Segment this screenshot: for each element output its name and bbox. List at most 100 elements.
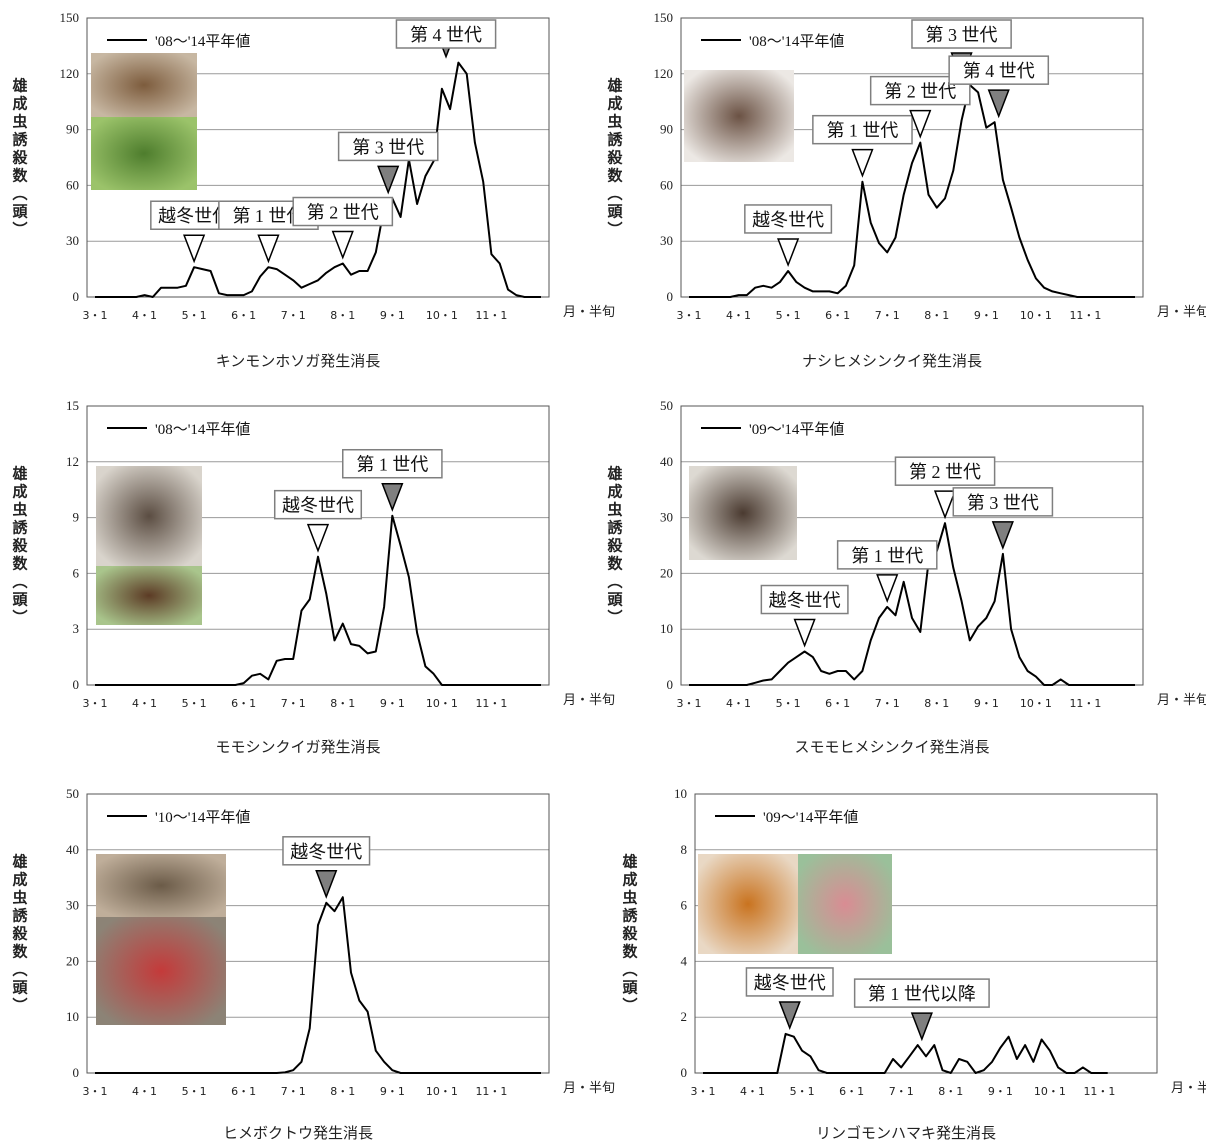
- x-tick-label: 4・1: [132, 309, 157, 322]
- y-tick-label: 30: [660, 510, 673, 525]
- y-axis-label-char: 頭: [12, 203, 28, 221]
- y-tick-label: 60: [660, 177, 673, 192]
- y-tick-label: 30: [66, 233, 79, 248]
- generation-label-box: [395, 19, 497, 49]
- y-tick-label: 3: [73, 621, 80, 636]
- generation-label: 越冬世代: [754, 973, 826, 993]
- generation-label: 越冬世代: [290, 842, 362, 862]
- x-tick-label: 8・1: [330, 697, 355, 710]
- x-tick-label: 3・1: [83, 309, 108, 322]
- x-tick-label: 10・1: [426, 1085, 458, 1098]
- x-tick-label: 8・1: [924, 309, 949, 322]
- y-axis-label-char: 数: [12, 555, 28, 573]
- y-tick-label: 90: [66, 122, 79, 137]
- x-tick-label: 6・1: [231, 697, 256, 710]
- x-tick-label: 6・1: [839, 1085, 864, 1098]
- open-triangle-marker: [257, 234, 280, 264]
- y-tick-label: 0: [681, 1065, 688, 1080]
- generation-label: 越冬世代: [752, 210, 824, 230]
- x-tick-label: 9・1: [974, 309, 999, 322]
- x-axis-unit-label: 月・半旬: [563, 693, 615, 708]
- x-tick-label: 9・1: [380, 697, 405, 710]
- plot-frame: [86, 17, 550, 298]
- y-tick-label: 60: [66, 177, 79, 192]
- open-triangle-marker: [793, 618, 816, 648]
- open-triangle-marker: [777, 238, 800, 268]
- x-tick-label: 4・1: [132, 697, 157, 710]
- y-axis-label-char: ︶: [606, 221, 622, 239]
- y-tick-label: 40: [660, 454, 673, 469]
- generation-label: 越冬世代: [158, 206, 230, 226]
- x-tick-label: 7・1: [875, 309, 900, 322]
- y-axis-label-char: 成: [12, 483, 27, 501]
- chart-title: リンゴモンハマキ発生消長: [816, 1124, 996, 1142]
- y-axis-label-char: 誘: [622, 907, 638, 925]
- y-axis-label-char: 雄: [11, 853, 27, 871]
- legend-label: '09～'14平年値: [763, 809, 858, 826]
- generation-label: 第 1 世代: [356, 455, 428, 475]
- generation-label-box: [836, 540, 938, 570]
- generation-label-box: [337, 131, 439, 162]
- chart-panel: 0 10 20 30 40 50 3・1 4・1 5・1 6・1 7・1 8・1 9・1 10・1 11・1…: [606, 398, 1206, 756]
- x-tick-label: 3・1: [691, 1085, 716, 1098]
- y-axis-label-char: 誘: [607, 131, 623, 149]
- chart-panel: 0 30 60 90 120 150 3・1 4・1 5・1 6・1 7・1 8・1 9・1 10・1 11…: [606, 10, 1206, 370]
- generation-label-box: [342, 448, 443, 479]
- x-tick-label: 3・1: [83, 697, 108, 710]
- generation-label-box: [745, 967, 834, 997]
- y-tick-label: 40: [66, 842, 79, 857]
- y-axis-label-char: 雄: [606, 465, 622, 483]
- y-axis-label-char: ︵: [11, 573, 27, 591]
- insect-photo: [798, 854, 892, 954]
- open-triangle-marker: [183, 234, 206, 264]
- y-axis-label-char: 虫: [607, 501, 622, 519]
- x-axis-unit-label: 月・半旬: [1171, 1081, 1206, 1096]
- open-triangle-marker: [933, 490, 957, 520]
- series-line: [689, 84, 1135, 298]
- filled-triangle-marker: [381, 482, 404, 512]
- generation-label-box: [952, 487, 1054, 517]
- x-tick-label: 5・1: [776, 309, 801, 322]
- generation-label: 第 1 世代: [826, 121, 898, 141]
- generation-label: 第 2 世代: [307, 203, 379, 223]
- x-tick-label: 7・1: [281, 309, 306, 322]
- y-tick-label: 8: [681, 842, 688, 857]
- chart-title: モモシンクイガ発生消長: [215, 738, 380, 756]
- y-axis-label-char: 虫: [12, 113, 27, 131]
- x-axis-unit-label: 月・半旬: [1157, 305, 1206, 320]
- plot-frame: [680, 17, 1144, 298]
- generation-label-box: [744, 204, 833, 234]
- y-axis-label-char: 虫: [622, 889, 637, 907]
- y-axis-label-char: 誘: [607, 519, 623, 537]
- insect-photo: [689, 466, 797, 560]
- y-axis-label-char: 殺: [11, 925, 28, 943]
- x-tick-label: 7・1: [889, 1085, 914, 1098]
- y-tick-label: 20: [66, 953, 79, 968]
- y-tick-label: 120: [60, 66, 80, 81]
- legend-label: '09～'14平年値: [749, 421, 844, 438]
- y-axis-label-char: 数: [607, 555, 623, 573]
- y-axis-label-char: 誘: [12, 519, 28, 537]
- plot-frame: [680, 405, 1144, 686]
- insect-photo: [684, 70, 794, 162]
- open-triangle-marker: [331, 230, 354, 260]
- open-triangle-marker: [909, 109, 932, 139]
- x-tick-label: 11・1: [475, 697, 507, 710]
- generation-label: 越冬世代: [769, 591, 841, 611]
- x-axis-unit-label: 月・半旬: [563, 305, 615, 320]
- y-axis-label-char: 殺: [606, 537, 623, 555]
- x-axis-unit-label: 月・半旬: [1157, 693, 1206, 708]
- series-line: [95, 514, 541, 686]
- y-axis-label-char: 誘: [12, 907, 28, 925]
- x-tick-label: 8・1: [330, 1085, 355, 1098]
- y-tick-label: 0: [667, 677, 674, 692]
- insect-photo: [91, 117, 197, 190]
- x-axis-unit-label: 月・半旬: [563, 1081, 615, 1096]
- chart-panel: 0 10 20 30 40 50 3・1 4・1 5・1 6・1 7・1 8・1 9・1 10・1 11・1…: [11, 786, 615, 1142]
